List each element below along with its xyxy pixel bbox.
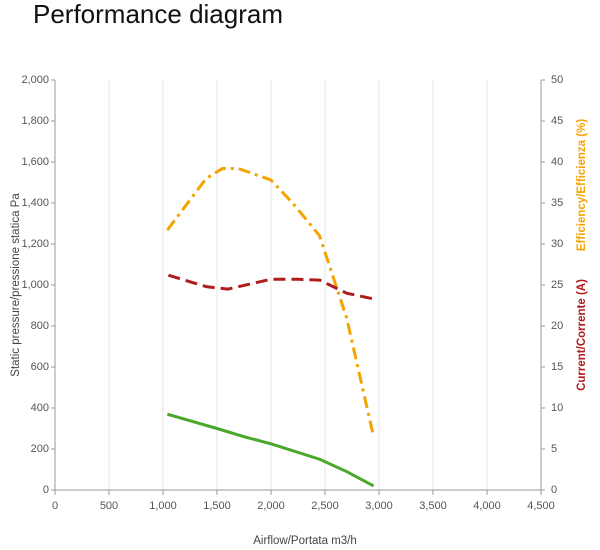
y-tick-label: 0: [43, 484, 49, 496]
y2-tick-label: 0: [551, 484, 557, 496]
series-line: [166, 412, 375, 488]
y-tick-label: 1,800: [21, 115, 49, 127]
y-tick-label: 1,600: [21, 156, 49, 168]
y2-tick-label: 20: [551, 320, 563, 332]
x-axis-label: Airflow/Portata m3/h: [253, 535, 357, 547]
y2-tick-label: 40: [551, 156, 563, 168]
x-tick-label: 2,500: [311, 500, 339, 512]
y-tick-label: 1,200: [21, 238, 49, 250]
y2-tick-label: 15: [551, 361, 563, 373]
y-tick-label: 400: [31, 402, 49, 414]
y2-tick-label: 45: [551, 115, 563, 127]
x-tick-label: 1,500: [203, 500, 231, 512]
y2-tick-label: 50: [551, 74, 563, 86]
y-tick-label: 1,000: [21, 279, 49, 291]
y2-tick-label: 30: [551, 238, 563, 250]
y-tick-label: 2,000: [21, 74, 49, 86]
y2-tick-label: 5: [551, 443, 557, 455]
series-line: [166, 167, 376, 438]
x-tick-label: 4,500: [527, 500, 555, 512]
series-line: [167, 273, 374, 301]
x-tick-label: 1,000: [149, 500, 177, 512]
x-tick-label: 3,000: [365, 500, 393, 512]
y-tick-label: 1,400: [21, 197, 49, 209]
y2-tick-label: 25: [551, 279, 563, 291]
y2-tick-label: 10: [551, 402, 563, 414]
x-tick-label: 3,500: [419, 500, 447, 512]
y2-axis-label: Efficiency/Efficienza (%): [576, 119, 588, 251]
y2-axis-label: Current/Corrente (A): [576, 279, 588, 391]
y-tick-label: 200: [31, 443, 49, 455]
y-tick-label: 600: [31, 361, 49, 373]
x-tick-label: 2,000: [257, 500, 285, 512]
y2-tick-label: 35: [551, 197, 563, 209]
x-tick-label: 4,000: [473, 500, 501, 512]
x-tick-label: 500: [100, 500, 118, 512]
x-tick-label: 0: [52, 500, 58, 512]
y-tick-label: 800: [31, 320, 49, 332]
chart-title: Performance diagram: [33, 0, 283, 29]
y-axis-label: Static pressure/pressione statica Pa: [10, 193, 22, 377]
